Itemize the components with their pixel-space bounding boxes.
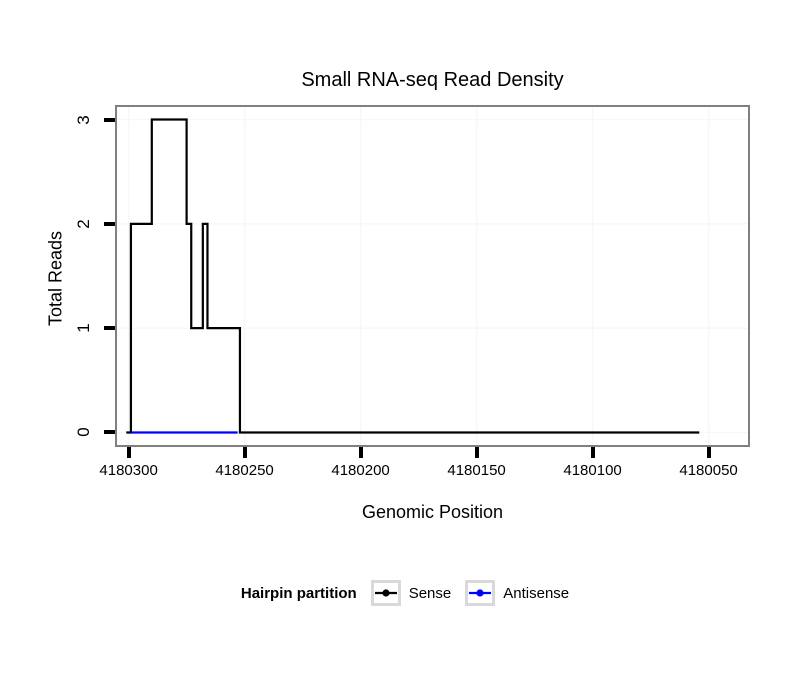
y-axis-title: Total Reads [45,230,66,327]
chart-legend: Hairpin partition Sense Antisense [0,580,810,606]
plot-panel [115,105,750,447]
y-tick-mark [104,430,115,435]
x-tick-mark [126,447,131,458]
legend-title: Hairpin partition [240,584,357,602]
y-tick-label: 0 [74,427,93,438]
y-tick-mark [104,221,115,226]
x-tick-mark [590,447,595,458]
series-line-sense [126,120,699,433]
legend-label: Antisense [503,584,570,602]
legend-label: Sense [408,584,452,602]
x-tick-label: 4180200 [331,462,390,479]
y-tick-mark [104,117,115,122]
x-tick-mark [358,447,363,458]
x-tick-mark [242,447,247,458]
chart-title: Small RNA-seq Read Density [301,69,564,91]
gridlines [117,107,748,445]
line-point-key-icon [370,580,401,606]
x-tick-label: 4180300 [99,462,158,479]
legend-entries: Sense Antisense [370,580,569,606]
x-tick-label: 4180250 [215,462,274,479]
x-tick-label: 4180150 [447,462,506,479]
x-tick-mark [474,447,479,458]
legend-entry-antisense[interactable]: Antisense [465,580,569,606]
y-tick-mark [104,326,115,331]
x-tick-label: 4180100 [563,462,622,479]
plot-canvas [117,107,748,445]
y-tick-label: 2 [74,219,93,229]
legend-entry-sense[interactable]: Sense [370,580,452,606]
data-series-layer [126,120,699,433]
line-point-key-icon [465,580,496,606]
y-tick-label: 3 [74,114,93,125]
y-tick-label: 1 [74,323,93,333]
x-tick-mark [706,447,711,458]
x-tick-label: 4180050 [679,462,738,479]
x-axis-title: Genomic Position [361,502,504,522]
